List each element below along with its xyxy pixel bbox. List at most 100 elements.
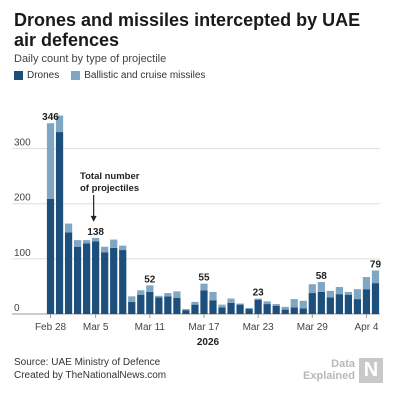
annotation: Total number of projectiles (80, 171, 140, 222)
bar-missiles (55, 115, 64, 133)
bar-missiles (317, 282, 325, 292)
bar-missiles (326, 290, 334, 298)
bar-missiles (236, 303, 244, 305)
bar-drones (55, 132, 64, 314)
bar-drones (317, 291, 325, 314)
bar-missiles (73, 240, 82, 247)
bar-missiles (182, 309, 190, 311)
data-label: 23 (253, 288, 265, 299)
bar-drones (73, 246, 82, 314)
bar-missiles (308, 284, 316, 294)
data-label: 58 (316, 271, 328, 282)
bar-missiles (371, 270, 380, 284)
bar-drones (200, 290, 208, 314)
bar-missiles (281, 306, 289, 310)
gridlines: 0 100 200 300 (12, 138, 380, 315)
bar-drones (245, 309, 253, 314)
bar-drones (218, 307, 226, 314)
bar-missiles (353, 289, 362, 300)
bar-missiles (137, 290, 145, 295)
bar-missiles (146, 285, 154, 292)
data-explained-logo: Data Explained N (303, 358, 385, 384)
bar-missiles (254, 298, 262, 300)
annotation-text-line1: Total number (80, 171, 140, 182)
bar-drones (371, 283, 380, 314)
bar-missiles (92, 237, 100, 242)
x-tick-label: Mar 23 (243, 322, 275, 333)
bar-missiles (64, 223, 73, 233)
bar-drones (191, 304, 199, 314)
legend-label-missiles: Ballistic and cruise missiles (84, 70, 206, 81)
bar-missiles (272, 304, 280, 306)
bar-drones (146, 291, 154, 314)
bar-missiles (173, 291, 181, 299)
chart-title: Drones and missiles intercepted by UAE a… (14, 10, 361, 50)
data-label: 138 (87, 227, 104, 238)
bar-drones (362, 289, 371, 314)
legend-item-drones: Drones (14, 70, 59, 81)
bar-drones (83, 243, 91, 314)
bar-missiles (218, 304, 226, 308)
credit-note: Created by TheNationalNews.com (14, 370, 167, 381)
bar-missiles (83, 240, 91, 244)
bar-missiles (290, 299, 298, 308)
bar-drones (272, 305, 280, 314)
x-tick-label: Mar 29 (297, 322, 329, 333)
annotation-text-line2: of projectiles (80, 183, 139, 194)
bar-drones (335, 294, 343, 314)
x-axis: Feb 28 Mar 5 Mar 11 Mar 17 Mar 23 Mar 29 Apr 4 (35, 314, 379, 333)
brand-line1: Data (331, 358, 355, 370)
bar-drones (209, 300, 217, 314)
annotation-arrow-head (90, 215, 97, 222)
bar-missiles (155, 295, 163, 298)
bar-drones (46, 198, 55, 314)
bar-drones (164, 296, 172, 314)
bar-drones (101, 252, 109, 314)
bar-missiles (101, 246, 109, 253)
bar-drones (263, 304, 271, 314)
bar-missiles (209, 291, 217, 301)
x-tick-label: Apr 4 (355, 322, 379, 333)
bar-drones (155, 297, 163, 314)
x-tick-label: Mar 5 (83, 322, 109, 333)
legend: Drones Ballistic and cruise missiles (14, 70, 217, 81)
bar-missiles (227, 298, 235, 303)
bar-drones (344, 294, 353, 314)
bar-missiles (335, 286, 343, 295)
bar-drones (353, 299, 362, 314)
legend-label-drones: Drones (27, 70, 60, 81)
data-label: 55 (198, 273, 210, 284)
bar-drones (290, 307, 298, 314)
bar-missiles (119, 245, 127, 251)
y-tick-label: 300 (14, 138, 31, 149)
bar-missiles (200, 283, 208, 291)
bar-drones (92, 241, 100, 314)
footer: Source: UAE Ministry of Defence Created … (14, 356, 166, 382)
bar-drones (308, 293, 316, 314)
y-tick-label: 200 (14, 193, 31, 204)
bar-missiles (362, 277, 371, 290)
x-axis-year-label: 2026 (197, 337, 220, 348)
data-label: 52 (144, 274, 156, 285)
data-label: 346 (42, 112, 59, 123)
legend-item-missiles: Ballistic and cruise missiles (71, 70, 205, 81)
bar-missiles (191, 301, 199, 305)
bar-drones (110, 247, 118, 314)
bar-missiles (164, 293, 172, 297)
bar-missiles (128, 296, 136, 302)
data-labels: 346 138 52 55 23 58 79 (42, 112, 381, 298)
source-note: Source: UAE Ministry of Defence (14, 357, 161, 368)
bar-drones (326, 297, 334, 314)
bar-drones (182, 310, 190, 314)
bar-drones (227, 302, 235, 314)
bars (46, 115, 380, 314)
bar-missiles (344, 291, 353, 295)
legend-swatch-missiles (71, 71, 81, 80)
y-tick-label: 0 (14, 303, 20, 314)
bar-drones (254, 299, 262, 314)
bar-drones (236, 304, 244, 314)
bar-missiles (245, 307, 253, 310)
x-tick-label: Mar 17 (188, 322, 220, 333)
data-label: 79 (370, 259, 382, 270)
bar-missiles (263, 301, 271, 305)
